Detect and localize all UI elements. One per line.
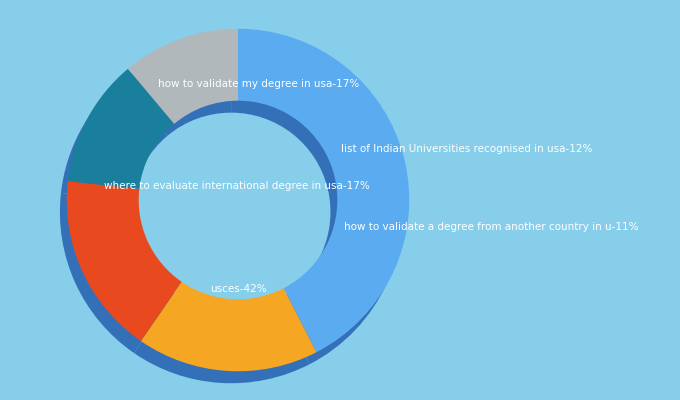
Text: usces-42%: usces-42% [209, 284, 267, 294]
Wedge shape [128, 29, 238, 124]
Wedge shape [134, 294, 309, 383]
Wedge shape [67, 181, 182, 341]
Wedge shape [121, 41, 231, 136]
Wedge shape [60, 193, 175, 353]
Text: list of Indian Universities recognised in usa-12%: list of Indian Universities recognised i… [341, 144, 592, 154]
Text: where to evaluate international degree in usa-17%: where to evaluate international degree i… [105, 181, 370, 191]
Text: how to validate my degree in usa-17%: how to validate my degree in usa-17% [158, 78, 359, 88]
Wedge shape [238, 29, 409, 352]
Wedge shape [61, 81, 167, 201]
Wedge shape [141, 282, 316, 371]
Wedge shape [231, 41, 403, 364]
Text: how to validate a degree from another country in u-11%: how to validate a degree from another co… [344, 222, 639, 232]
Wedge shape [68, 69, 174, 189]
